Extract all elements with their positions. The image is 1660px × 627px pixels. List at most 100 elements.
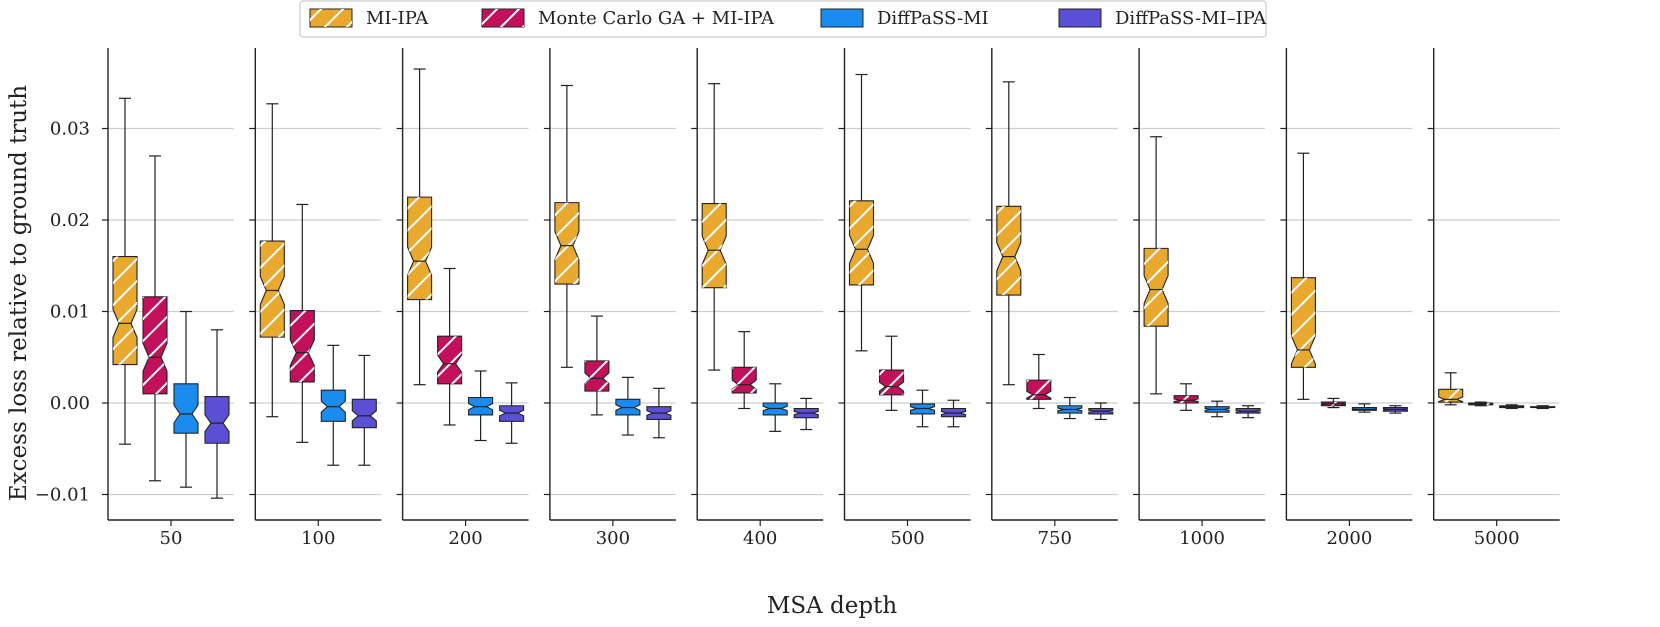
- box-2000-1: [1290, 152, 1316, 400]
- box-50-4: [204, 329, 230, 499]
- box-750-1: [996, 81, 1022, 386]
- box-hatch: [143, 296, 167, 394]
- panel-500: 500: [838, 48, 971, 549]
- legend-item-3: DiffPaSS-MI: [820, 8, 989, 29]
- panel-1000: 1000: [1133, 48, 1266, 549]
- y-tick-label: 0.02: [50, 210, 90, 231]
- box-300-2: [584, 315, 610, 416]
- panel-5000: 5000: [1427, 48, 1560, 549]
- box-2000-3: [1351, 403, 1377, 413]
- box-hatch: [849, 200, 874, 285]
- box-500-2: [878, 335, 905, 411]
- box-500-4: [940, 399, 967, 428]
- x-tick-label: 2000: [1326, 528, 1372, 549]
- panel-200: 200: [396, 48, 529, 549]
- legend-frame: [299, 0, 1267, 38]
- x-tick-label: 400: [743, 528, 777, 549]
- panels: 50 100 200 300 400 500 750 1000 2000 5000: [102, 48, 1560, 549]
- box-500-1: [848, 73, 875, 352]
- legend-item-1: MI-IPA: [309, 8, 429, 29]
- panel-50: 50: [102, 48, 234, 549]
- x-tick-label: 100: [301, 528, 335, 549]
- box-400-4: [793, 397, 819, 431]
- box-50-1: [112, 97, 138, 445]
- box-100-4: [351, 354, 377, 466]
- box-hatch: [584, 360, 609, 392]
- box-1000-1: [1143, 136, 1169, 395]
- box-hatch: [1291, 277, 1316, 368]
- box-750-4: [1088, 402, 1114, 421]
- box-hatch: [732, 367, 757, 393]
- legend-swatch: [820, 8, 864, 28]
- box-2000-2: [1320, 397, 1346, 409]
- box-300-1: [554, 84, 580, 368]
- legend-label: Monte Carlo GA + MI-IPA: [538, 8, 775, 29]
- box-200-2: [437, 267, 463, 426]
- box-hatch: [1144, 248, 1169, 327]
- box-body: [173, 383, 199, 434]
- box-hatch: [113, 256, 137, 365]
- box-5000-1: [1438, 372, 1464, 406]
- box-750-3: [1057, 396, 1083, 420]
- x-tick-label: 750: [1038, 528, 1072, 549]
- box-hatch: [437, 336, 462, 384]
- x-tick-label: 200: [448, 528, 482, 549]
- box-5000-4: [1530, 405, 1556, 410]
- box-hatch: [996, 206, 1021, 296]
- legend-item-2: Monte Carlo GA + MI-IPA: [481, 8, 775, 29]
- box-750-2: [1026, 353, 1052, 410]
- y-tick-label: 0.03: [50, 119, 90, 140]
- box-100-3: [320, 344, 346, 466]
- box-1000-2: [1173, 383, 1199, 411]
- panel-100: 100: [249, 48, 382, 549]
- panel-750: 750: [985, 48, 1118, 549]
- legend-label: DiffPaSS-MI–IPA: [1115, 8, 1267, 29]
- x-tick-label: 5000: [1474, 528, 1520, 549]
- box-300-4: [646, 387, 672, 439]
- box-100-2: [289, 203, 315, 443]
- box-500-3: [909, 389, 936, 428]
- box-300-3: [615, 376, 641, 436]
- y-axis: −0.01 0.00 0.01 0.02 0.03: [35, 119, 90, 506]
- box-50-3: [173, 310, 199, 488]
- box-2000-4: [1382, 405, 1408, 414]
- box-1000-4: [1235, 405, 1261, 419]
- x-tick-label: 500: [890, 528, 924, 549]
- legend-swatch-hatch: [310, 9, 352, 27]
- legend-swatch: [1058, 8, 1102, 28]
- box-hatch: [1174, 395, 1199, 403]
- legend-item-4: DiffPaSS-MI–IPA: [1058, 8, 1267, 29]
- box-50-2: [142, 155, 168, 482]
- box-200-1: [407, 68, 433, 386]
- box-200-4: [499, 382, 525, 444]
- box-hatch: [554, 202, 579, 285]
- box-hatch: [260, 241, 285, 338]
- y-tick-label: 0.01: [50, 302, 90, 323]
- x-tick-label: 50: [160, 528, 183, 549]
- box-200-3: [468, 370, 494, 442]
- y-tick-label: −0.01: [35, 485, 90, 506]
- legend-swatch-hatch: [482, 9, 524, 27]
- box-5000-3: [1499, 404, 1525, 410]
- box-hatch: [1026, 380, 1051, 400]
- box-hatch: [702, 203, 727, 288]
- panel-2000: 2000: [1280, 48, 1413, 549]
- panel-300: 300: [543, 48, 676, 549]
- x-tick-label: 1000: [1179, 528, 1225, 549]
- box-hatch: [879, 370, 904, 395]
- box-body: [351, 398, 377, 429]
- y-axis-title: Excess loss relative to ground truth: [6, 85, 32, 501]
- x-axis-title: MSA depth: [767, 593, 898, 619]
- box-hatch: [407, 197, 432, 300]
- box-hatch: [290, 310, 315, 382]
- x-tick-label: 300: [596, 528, 630, 549]
- box-400-2: [731, 331, 757, 410]
- box-5000-2: [1468, 401, 1494, 407]
- legend: MI-IPA Monte Carlo GA + MI-IPA DiffPaSS-MI…: [299, 0, 1267, 38]
- box-400-1: [701, 83, 727, 371]
- y-tick-label: 0.00: [50, 393, 90, 414]
- box-1000-3: [1204, 400, 1230, 418]
- legend-label: MI-IPA: [366, 8, 429, 29]
- panel-400: 400: [691, 48, 824, 549]
